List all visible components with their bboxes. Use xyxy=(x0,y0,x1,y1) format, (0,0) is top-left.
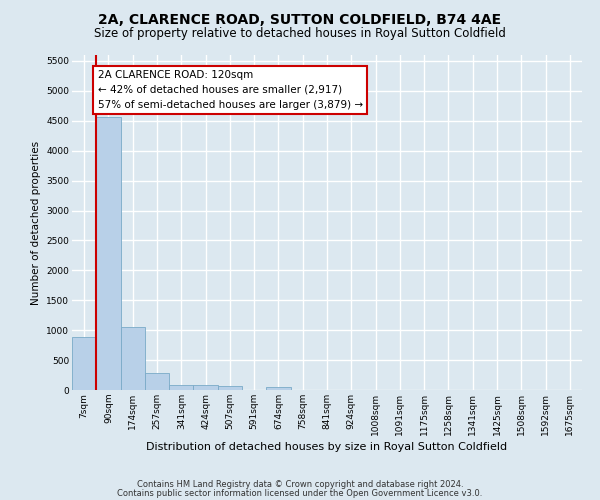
Text: Contains HM Land Registry data © Crown copyright and database right 2024.: Contains HM Land Registry data © Crown c… xyxy=(137,480,463,489)
Text: 2A CLARENCE ROAD: 120sqm
← 42% of detached houses are smaller (2,917)
57% of sem: 2A CLARENCE ROAD: 120sqm ← 42% of detach… xyxy=(97,70,362,110)
Bar xyxy=(121,326,145,390)
Bar xyxy=(96,117,121,390)
Bar xyxy=(169,384,193,390)
Y-axis label: Number of detached properties: Number of detached properties xyxy=(31,140,41,304)
Bar xyxy=(145,372,169,390)
Text: 2A, CLARENCE ROAD, SUTTON COLDFIELD, B74 4AE: 2A, CLARENCE ROAD, SUTTON COLDFIELD, B74… xyxy=(98,12,502,26)
Bar xyxy=(266,387,290,390)
Bar xyxy=(72,338,96,390)
Text: Size of property relative to detached houses in Royal Sutton Coldfield: Size of property relative to detached ho… xyxy=(94,28,506,40)
Bar xyxy=(193,385,218,390)
Text: Contains public sector information licensed under the Open Government Licence v3: Contains public sector information licen… xyxy=(118,488,482,498)
Bar xyxy=(218,386,242,390)
X-axis label: Distribution of detached houses by size in Royal Sutton Coldfield: Distribution of detached houses by size … xyxy=(146,442,508,452)
